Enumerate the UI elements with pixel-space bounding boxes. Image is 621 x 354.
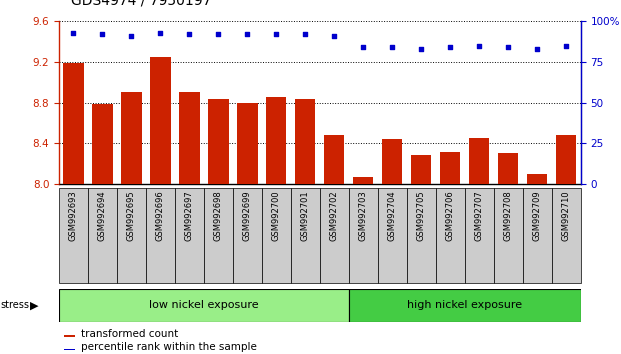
Text: GSM992703: GSM992703 <box>359 190 368 241</box>
Bar <box>88 188 117 283</box>
Bar <box>349 188 378 283</box>
Point <box>184 32 194 37</box>
Bar <box>436 188 465 283</box>
Point <box>301 32 310 37</box>
Text: GSM992702: GSM992702 <box>330 190 339 241</box>
Bar <box>349 289 581 322</box>
Text: GSM992707: GSM992707 <box>474 190 484 241</box>
Point <box>155 30 165 35</box>
Text: GSM992705: GSM992705 <box>417 190 426 241</box>
Bar <box>237 103 258 184</box>
Bar <box>551 188 581 283</box>
Bar <box>64 349 75 350</box>
Bar <box>498 153 519 184</box>
Text: GSM992700: GSM992700 <box>272 190 281 241</box>
Bar <box>411 155 432 184</box>
Bar <box>146 188 175 283</box>
Text: GSM992699: GSM992699 <box>243 190 252 241</box>
Bar <box>59 188 88 283</box>
Point <box>127 33 137 39</box>
Bar <box>382 139 402 184</box>
Bar <box>291 188 320 283</box>
Bar <box>175 188 204 283</box>
Text: GSM992709: GSM992709 <box>533 190 542 241</box>
Point <box>329 33 339 39</box>
Point <box>445 45 455 50</box>
Bar <box>378 188 407 283</box>
Text: GSM992696: GSM992696 <box>156 190 165 241</box>
Bar <box>208 99 229 184</box>
Point <box>97 32 107 37</box>
Text: GSM992694: GSM992694 <box>98 190 107 241</box>
Bar <box>556 135 576 184</box>
Point <box>358 45 368 50</box>
Text: transformed count: transformed count <box>81 329 178 338</box>
Point <box>242 32 252 37</box>
Bar <box>266 97 286 184</box>
Text: GSM992695: GSM992695 <box>127 190 136 241</box>
Bar <box>59 289 349 322</box>
Bar <box>121 92 142 184</box>
Bar <box>64 336 75 337</box>
Bar <box>320 188 349 283</box>
Text: low nickel exposure: low nickel exposure <box>149 300 259 310</box>
Bar <box>63 63 84 184</box>
Bar <box>204 188 233 283</box>
Bar <box>295 99 315 184</box>
Bar <box>150 57 171 184</box>
Text: GSM992693: GSM992693 <box>69 190 78 241</box>
Text: GDS4974 / 7950197: GDS4974 / 7950197 <box>71 0 212 7</box>
Text: percentile rank within the sample: percentile rank within the sample <box>81 342 256 352</box>
Text: stress: stress <box>1 300 30 310</box>
Point <box>68 30 78 35</box>
Bar <box>117 188 146 283</box>
Point <box>503 45 513 50</box>
Point <box>474 43 484 48</box>
Text: GSM992704: GSM992704 <box>388 190 397 241</box>
Point <box>388 45 397 50</box>
Text: GSM992701: GSM992701 <box>301 190 310 241</box>
Bar <box>233 188 262 283</box>
Bar <box>324 135 345 184</box>
Bar <box>353 177 373 184</box>
Text: ▶: ▶ <box>30 300 39 310</box>
Point <box>271 32 281 37</box>
Text: GSM992698: GSM992698 <box>214 190 223 241</box>
Text: GSM992697: GSM992697 <box>185 190 194 241</box>
Bar <box>494 188 523 283</box>
Text: high nickel exposure: high nickel exposure <box>407 300 522 310</box>
Bar <box>440 152 460 184</box>
Bar <box>523 188 551 283</box>
Bar <box>262 188 291 283</box>
Bar <box>527 174 547 184</box>
Text: GSM992708: GSM992708 <box>504 190 513 241</box>
Point <box>532 46 542 52</box>
Bar <box>93 104 112 184</box>
Point <box>214 32 224 37</box>
Text: GSM992706: GSM992706 <box>446 190 455 241</box>
Point <box>416 46 426 52</box>
Bar <box>179 92 199 184</box>
Point <box>561 43 571 48</box>
Bar <box>469 138 489 184</box>
Bar <box>465 188 494 283</box>
Text: GSM992710: GSM992710 <box>561 190 571 241</box>
Bar <box>407 188 436 283</box>
